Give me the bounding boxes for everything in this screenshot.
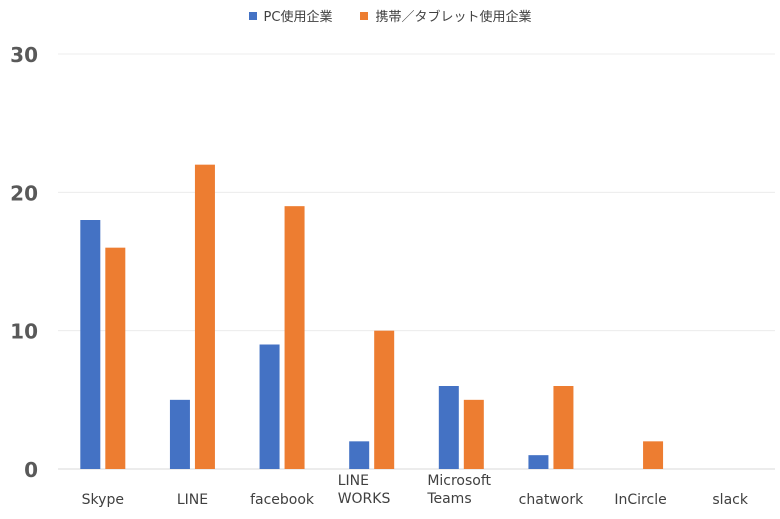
legend-item-pc: PC使用企業: [248, 6, 333, 25]
bar-pc: [528, 455, 549, 469]
gridlines: [58, 53, 775, 470]
bar-mobile: [194, 164, 215, 469]
bar-mobile: [374, 330, 395, 469]
bars: [80, 164, 664, 469]
legend-item-mobile: 携帯／タブレット使用企業: [360, 6, 531, 25]
bar-mobile: [105, 247, 126, 469]
bar-mobile: [463, 399, 484, 469]
x-tick-label: InCircle: [614, 492, 666, 508]
legend-label-pc: PC使用企業: [263, 10, 333, 25]
legend-label-mobile: 携帯／タブレット使用企業: [375, 10, 532, 25]
bar-pc: [259, 344, 280, 469]
bar-mobile: [643, 441, 664, 469]
chart-legend: PC使用企業 携帯／タブレット使用企業: [0, 6, 780, 25]
legend-swatch-pc: [248, 11, 257, 20]
bar-pc: [80, 220, 101, 469]
y-tick-label: 0: [24, 458, 38, 482]
legend-swatch-mobile: [360, 11, 369, 20]
x-tick-label: facebook: [250, 492, 315, 508]
bar-pc: [438, 386, 459, 469]
y-axis-ticks: 0 10 20 30: [10, 43, 38, 482]
y-tick-label: 20: [10, 181, 38, 205]
x-tick-label: Microsoft Teams: [426, 473, 491, 507]
y-tick-label: 30: [10, 43, 38, 67]
bar-pc: [349, 441, 370, 469]
bar-pc: [169, 399, 190, 469]
x-tick-label: slack: [712, 492, 748, 508]
bar-mobile: [553, 386, 574, 469]
x-tick-label: Skype: [82, 492, 124, 508]
x-tick-label: chatwork: [519, 492, 584, 508]
bar-mobile: [284, 206, 305, 469]
x-axis-ticks: Skype LINE facebook LINE WORKS Microsoft Teams…: [82, 473, 749, 508]
x-tick-label: LINE WORKS: [338, 473, 391, 507]
y-tick-label: 10: [10, 320, 38, 344]
x-tick-label: LINE: [177, 492, 208, 508]
